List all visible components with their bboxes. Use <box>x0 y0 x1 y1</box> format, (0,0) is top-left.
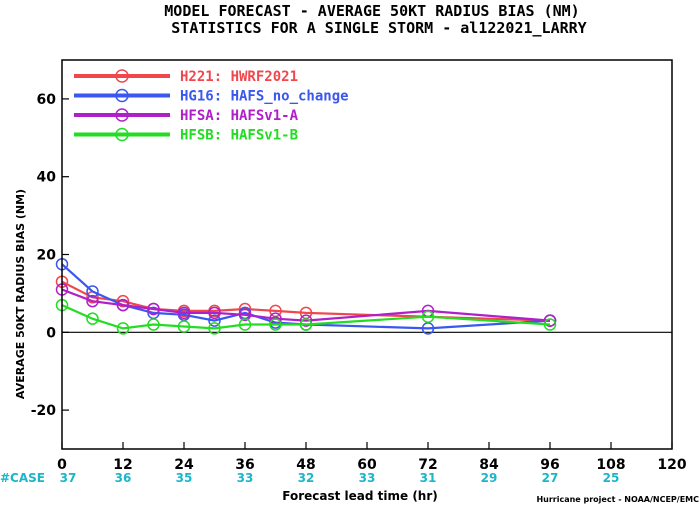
chart-title: MODEL FORECAST - AVERAGE 50KT RADIUS BIA… <box>164 2 579 20</box>
data-point <box>147 318 160 331</box>
case-count: 37 <box>60 471 77 485</box>
data-point <box>238 308 252 322</box>
y-tick-label: 20 <box>37 248 57 264</box>
data-point <box>269 318 282 331</box>
case-count: 36 <box>115 471 132 485</box>
legend-label: H221: HWRF2021 <box>180 69 298 85</box>
legend-marker <box>115 108 129 122</box>
x-axis-label: Forecast lead time (hr) <box>282 489 438 503</box>
data-point <box>116 294 130 308</box>
data-point <box>299 318 313 331</box>
y-tick-label: 60 <box>37 92 57 108</box>
legend-marker <box>115 127 129 142</box>
x-tick-label: 72 <box>418 457 437 473</box>
data-point <box>86 312 99 325</box>
data-point <box>238 318 252 331</box>
data-point <box>147 302 160 316</box>
data-point <box>116 322 130 335</box>
legend-marker <box>115 69 129 83</box>
series-line <box>61 304 551 330</box>
data-point <box>177 320 191 333</box>
legend-marker <box>115 88 129 103</box>
x-tick-label: 120 <box>657 457 686 473</box>
legend-label: HFSB: HAFSv1-B <box>180 128 298 144</box>
series-line <box>61 288 551 322</box>
case-count: 31 <box>420 471 437 485</box>
x-tick-label: 24 <box>174 457 194 473</box>
x-tick-label: 84 <box>479 457 499 473</box>
case-count: 27 <box>542 471 559 485</box>
y-tick-label: -20 <box>31 403 57 419</box>
case-count: 32 <box>298 471 315 485</box>
legend-label: HG16: HAFS_no_change <box>180 89 349 105</box>
x-tick-label: 108 <box>596 457 625 473</box>
case-count: 33 <box>237 471 254 485</box>
data-point <box>208 322 221 335</box>
case-label: #CASE <box>0 471 45 485</box>
x-tick-label: 36 <box>235 457 254 473</box>
data-point <box>86 285 99 298</box>
y-tick-label: 40 <box>37 170 57 186</box>
data-point <box>208 314 221 327</box>
data-point <box>543 314 557 327</box>
data-point <box>299 314 313 327</box>
case-count: 33 <box>359 471 376 485</box>
y-tick-label: 0 <box>46 325 56 341</box>
legend-label: HFSA: HAFSv1-A <box>180 108 299 124</box>
x-tick-label: 60 <box>357 457 377 473</box>
data-point <box>421 310 435 323</box>
y-axis-label: AVERAGE 50KT RADIUS BIAS (NM) <box>14 189 27 399</box>
data-point <box>116 298 130 312</box>
x-tick-label: 0 <box>57 457 67 473</box>
case-count: 35 <box>176 471 193 485</box>
x-tick-label: 96 <box>540 457 559 473</box>
data-point <box>177 306 191 320</box>
data-point <box>208 306 221 320</box>
case-count: 25 <box>603 471 620 485</box>
plot-frame <box>61 59 673 450</box>
case-count: 29 <box>481 471 498 485</box>
chart-subtitle: STATISTICS FOR A SINGLE STORM - al122021… <box>171 19 586 37</box>
data-point <box>86 294 99 308</box>
credit-text: Hurricane project - NOAA/NCEP/EMC <box>536 495 699 504</box>
series-line <box>61 263 551 330</box>
x-tick-label: 48 <box>296 457 315 473</box>
data-point <box>543 318 557 331</box>
x-tick-label: 12 <box>113 457 132 473</box>
